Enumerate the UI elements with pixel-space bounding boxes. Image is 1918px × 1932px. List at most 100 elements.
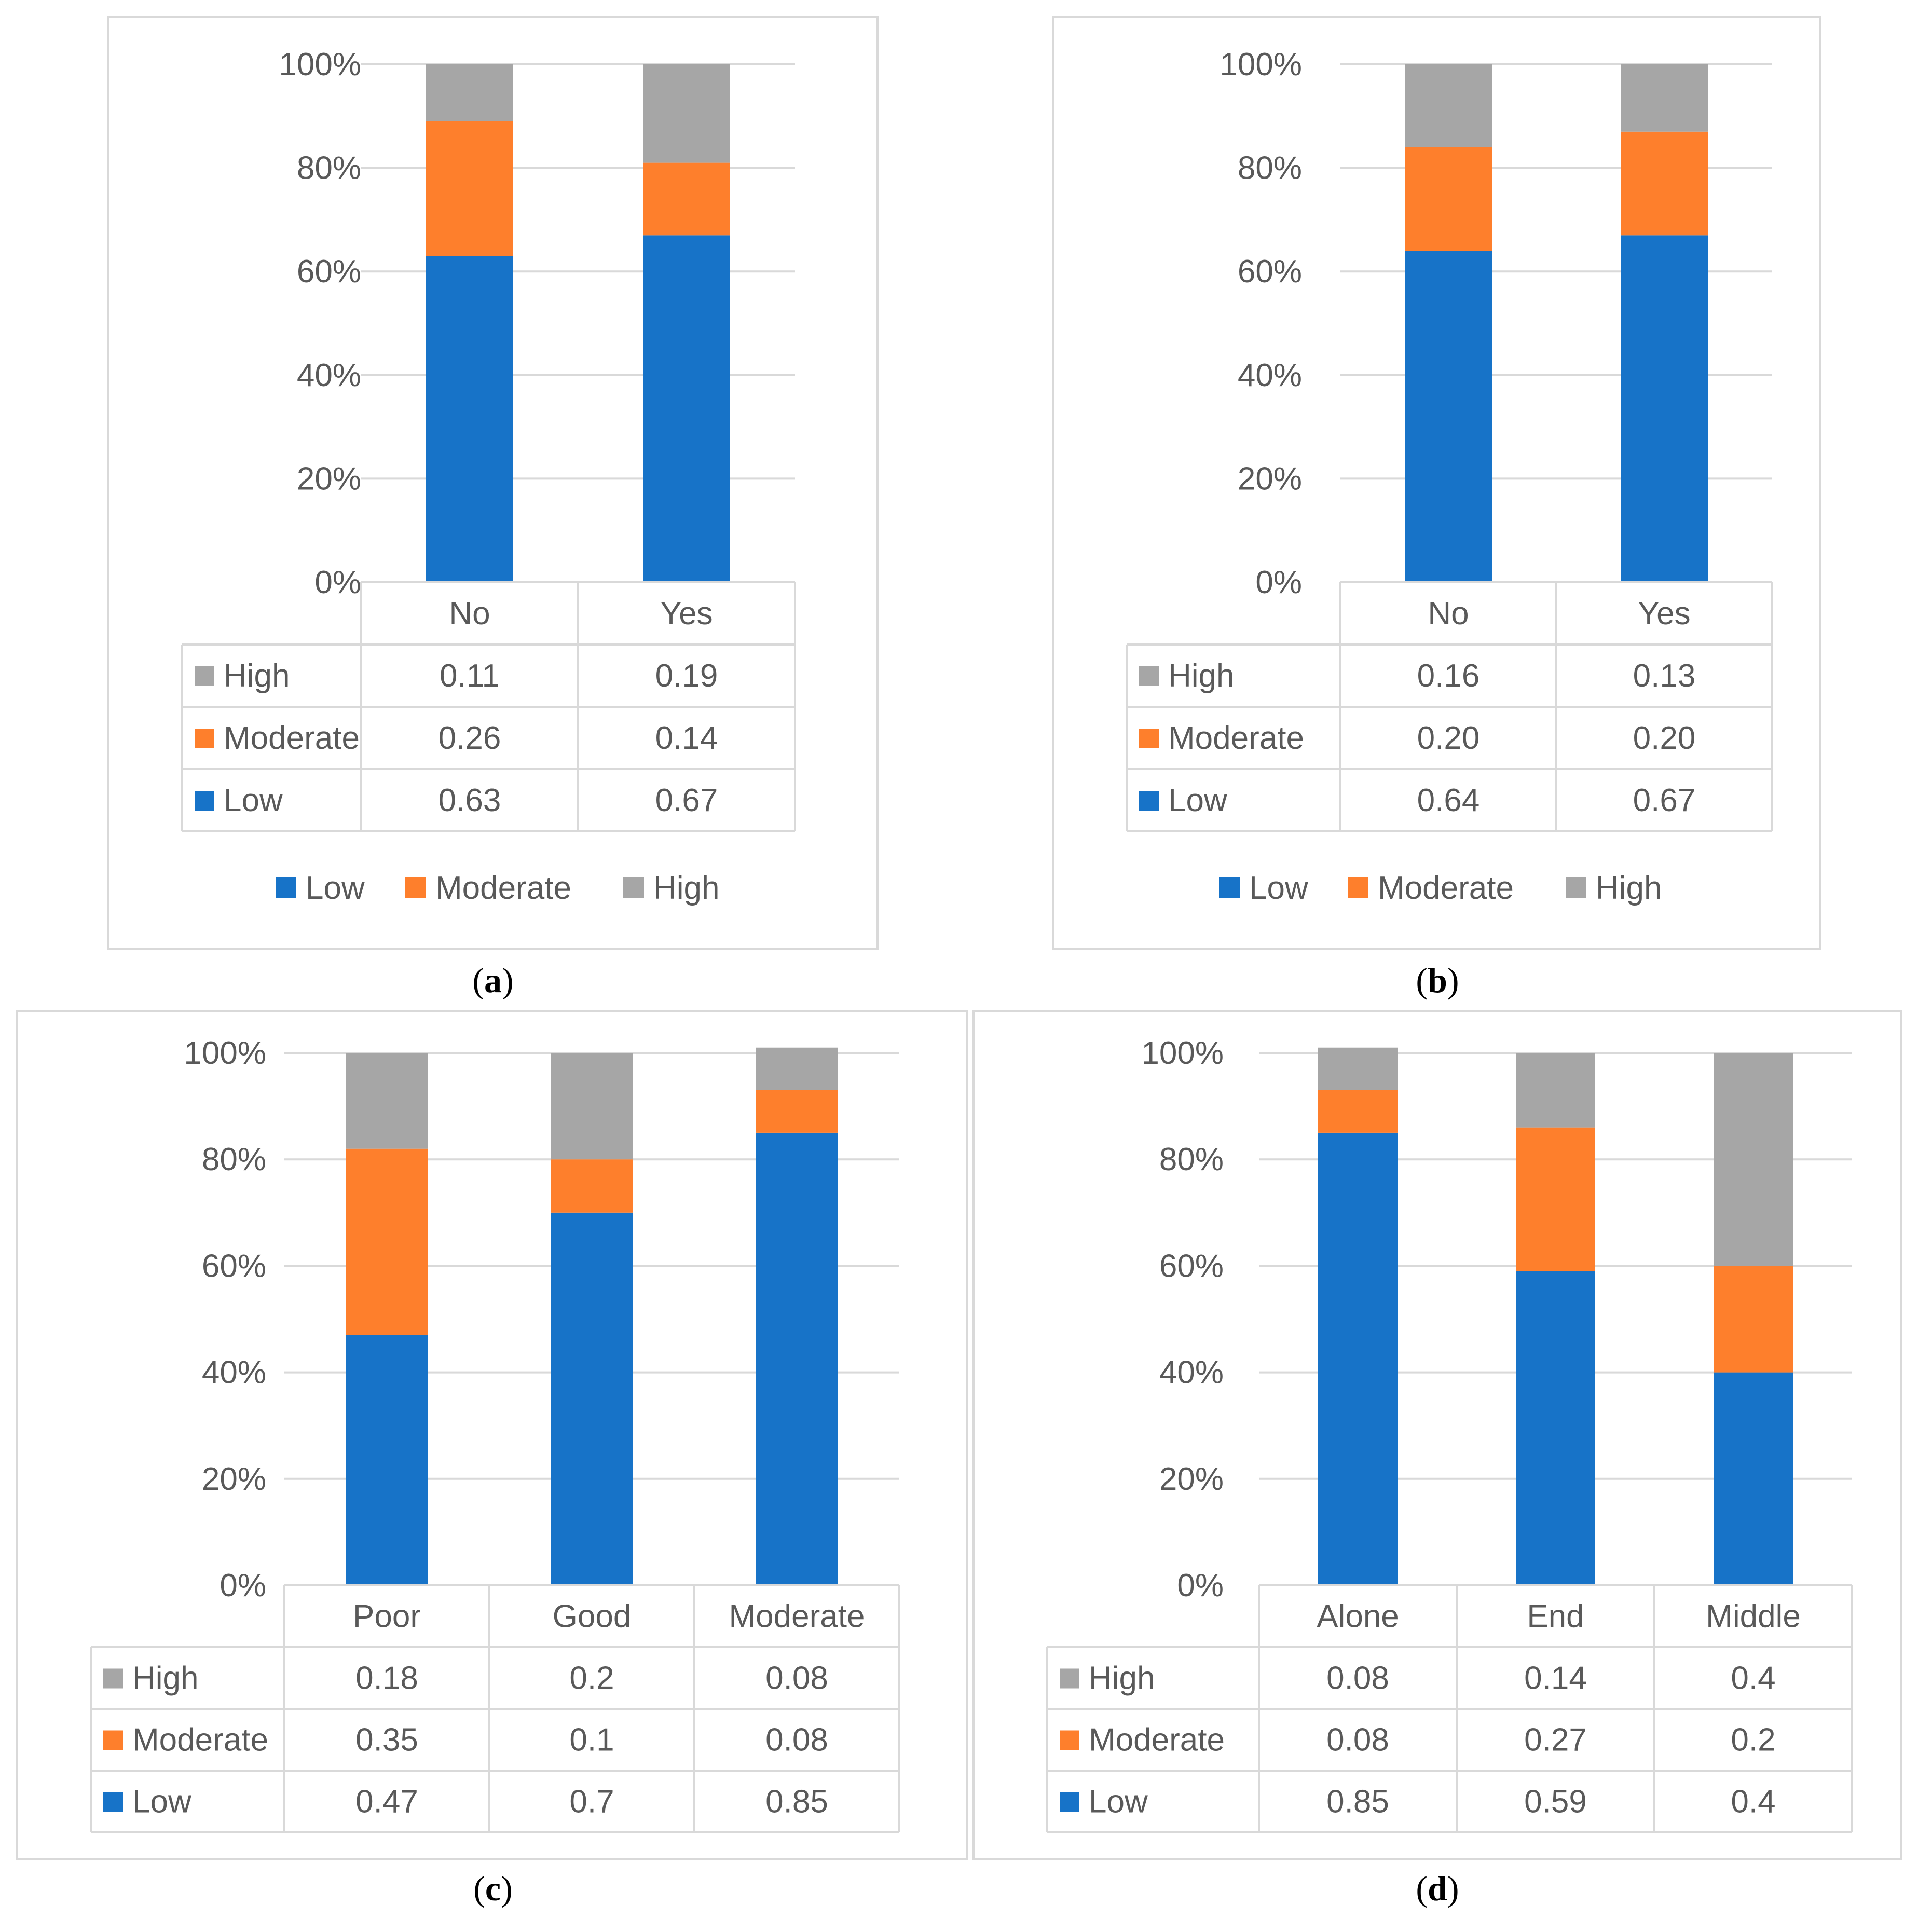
y-tick-label: 40% bbox=[202, 1355, 266, 1391]
table-series-label: Low bbox=[1089, 1784, 1148, 1820]
bar-moderate bbox=[551, 1159, 633, 1213]
table-legend-key-moderate bbox=[1060, 1730, 1079, 1750]
y-tick-label: 20% bbox=[202, 1461, 266, 1497]
table-legend-key-low bbox=[1139, 791, 1159, 811]
legend-key-high bbox=[1566, 877, 1586, 898]
caption-a: (a) bbox=[472, 961, 514, 1000]
y-tick-label: 60% bbox=[297, 254, 361, 290]
table-legend-key-low bbox=[195, 791, 214, 811]
bar-high bbox=[346, 1053, 428, 1149]
table-series-label: High bbox=[1089, 1661, 1155, 1696]
table-legend-key-high bbox=[1060, 1668, 1079, 1689]
table-cell-value: 0.2 bbox=[569, 1661, 614, 1696]
caption-b: (b) bbox=[1416, 961, 1459, 1000]
table-legend-key-low bbox=[103, 1792, 123, 1812]
legend-key-high bbox=[623, 877, 644, 898]
table-series-label: Moderate bbox=[132, 1722, 268, 1758]
table-legend-key-low bbox=[1060, 1792, 1079, 1812]
table-cell-value: 0.85 bbox=[1326, 1784, 1389, 1820]
y-tick-label: 80% bbox=[297, 150, 361, 186]
legend-label: Moderate bbox=[435, 870, 571, 906]
table-cell-value: 0.2 bbox=[1731, 1722, 1775, 1758]
table-cell-value: 0.20 bbox=[1633, 720, 1696, 756]
bar-low bbox=[756, 1132, 838, 1585]
bar-low bbox=[1318, 1132, 1398, 1585]
caption-d: (d) bbox=[1416, 1869, 1459, 1908]
table-legend-key-high bbox=[195, 666, 214, 686]
bar-moderate bbox=[1714, 1266, 1793, 1373]
bar-moderate bbox=[1516, 1127, 1595, 1271]
y-tick-label: 0% bbox=[314, 565, 361, 600]
bar-low bbox=[643, 235, 730, 583]
bar-low bbox=[1516, 1271, 1595, 1585]
table-cell-value: 0.67 bbox=[1633, 783, 1696, 818]
table-cell-value: 0.08 bbox=[1326, 1661, 1389, 1696]
table-series-label: Moderate bbox=[224, 720, 360, 756]
table-cell-value: 0.14 bbox=[655, 720, 718, 756]
legend-label: Moderate bbox=[1378, 870, 1514, 906]
legend-label: Low bbox=[306, 870, 365, 906]
bar-high bbox=[643, 64, 730, 163]
legend-label: High bbox=[653, 870, 720, 906]
table-cell-value: 0.26 bbox=[439, 720, 501, 756]
table-cell-value: 0.4 bbox=[1731, 1661, 1775, 1696]
bar-low bbox=[551, 1212, 633, 1585]
table-cell-value: 0.1 bbox=[569, 1722, 614, 1758]
table-legend-key-moderate bbox=[103, 1730, 123, 1750]
chart-b: 0% 20% 40% 60% 80% 100% No Yes High 0.16 0.13 Moder… bbox=[1126, 47, 1773, 906]
bar-low bbox=[346, 1335, 428, 1585]
table-legend-key-high bbox=[1139, 666, 1159, 686]
table-cell-value: 0.08 bbox=[765, 1661, 828, 1696]
bar-high bbox=[1405, 64, 1492, 147]
legend-key-low bbox=[1219, 877, 1240, 898]
table-legend-key-high bbox=[103, 1668, 123, 1689]
chart-panel-d: 0% 20% 40% 60% 80% 100% Alone End Middle High 0.08… bbox=[972, 1010, 1902, 1860]
y-tick-label: 0% bbox=[1255, 565, 1302, 600]
table-cell-value: 0.19 bbox=[655, 658, 718, 694]
legend-key-moderate bbox=[405, 877, 426, 898]
y-tick-label: 60% bbox=[1159, 1248, 1224, 1284]
legend-key-low bbox=[276, 877, 296, 898]
table-series-label: Moderate bbox=[1168, 720, 1304, 756]
table-cell-value: 0.13 bbox=[1633, 658, 1696, 694]
table-cell-value: 0.4 bbox=[1731, 1784, 1775, 1820]
table-cell-value: 0.08 bbox=[765, 1722, 828, 1758]
table-series-label: High bbox=[132, 1661, 199, 1696]
table-cell-value: 0.47 bbox=[355, 1784, 418, 1820]
table-cell-value: 0.20 bbox=[1417, 720, 1480, 756]
table-series-label: Low bbox=[132, 1784, 191, 1820]
y-tick-label: 0% bbox=[1177, 1568, 1224, 1604]
bar-low bbox=[1621, 235, 1708, 583]
bar-moderate bbox=[643, 162, 730, 236]
y-tick-label: 80% bbox=[1159, 1142, 1224, 1177]
bar-high bbox=[1621, 64, 1708, 132]
x-category-label: Middle bbox=[1706, 1599, 1801, 1635]
x-category-label: Yes bbox=[1638, 596, 1690, 632]
y-tick-label: 100% bbox=[1220, 47, 1302, 83]
y-tick-label: 0% bbox=[220, 1568, 266, 1604]
x-category-label: End bbox=[1527, 1599, 1584, 1635]
bar-moderate bbox=[1318, 1090, 1398, 1133]
bar-moderate bbox=[426, 121, 513, 256]
table-cell-value: 0.08 bbox=[1326, 1722, 1389, 1758]
x-category-label: Good bbox=[553, 1599, 632, 1635]
x-category-label: Poor bbox=[353, 1599, 421, 1635]
legend-key-moderate bbox=[1348, 877, 1368, 898]
bar-moderate bbox=[1621, 131, 1708, 236]
bar-high bbox=[1516, 1053, 1595, 1128]
bar-high bbox=[426, 64, 513, 121]
y-tick-label: 40% bbox=[297, 358, 361, 393]
bar-high bbox=[1318, 1047, 1398, 1090]
x-category-label: No bbox=[449, 596, 490, 632]
y-tick-label: 80% bbox=[202, 1142, 266, 1177]
chart-panel-b: 0% 20% 40% 60% 80% 100% No Yes High 0.16 0.13 Moder… bbox=[1052, 16, 1821, 950]
table-legend-key-moderate bbox=[195, 729, 214, 748]
bar-low bbox=[426, 256, 513, 582]
table-cell-value: 0.16 bbox=[1417, 658, 1480, 694]
table-cell-value: 0.27 bbox=[1524, 1722, 1587, 1758]
bar-low bbox=[1405, 251, 1492, 582]
y-tick-label: 20% bbox=[1159, 1461, 1224, 1497]
bar-high bbox=[1714, 1053, 1793, 1266]
table-series-label: High bbox=[224, 658, 290, 694]
chart-c: 0% 20% 40% 60% 80% 100% Poor Good Moderate High 0.… bbox=[90, 1035, 900, 1833]
